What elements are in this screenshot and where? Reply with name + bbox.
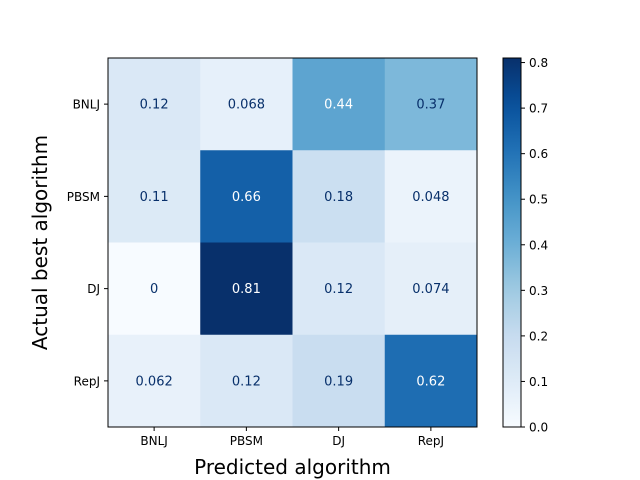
heatmap-cell-1-0 <box>108 150 201 243</box>
y-tick-label: DJ <box>87 282 100 296</box>
x-tick-label: PBSM <box>230 434 263 448</box>
colorbar-tick-label: 0.4 <box>529 238 548 252</box>
cell-value-label-0-3: 0.37 <box>416 98 445 113</box>
x-tick-label: BNLJ <box>140 434 167 448</box>
heatmap-cell-1-2 <box>292 150 386 243</box>
colorbar: 0.0 0.1 0.2 0.3 0.4 0.5 0.6 0.7 0.8 <box>502 56 548 435</box>
cell-value-label-3-3: 0.62 <box>416 374 445 389</box>
heatmap-cell-1-3 <box>384 150 478 243</box>
heatmap-cell-1-1 <box>200 150 293 243</box>
heatmap-cell-0-1 <box>200 58 293 151</box>
y-tick-label: PBSM <box>67 190 100 204</box>
heatmap-cell-2-3 <box>384 242 478 336</box>
cell-value-label-1-3: 0.048 <box>412 190 449 205</box>
cell-value-label-3-0: 0.062 <box>136 374 173 389</box>
heatmap-cell-0-3 <box>384 58 478 151</box>
cell-value-label-0-0: 0.12 <box>140 98 169 113</box>
cell-value-label-0-2: 0.44 <box>324 98 353 113</box>
colorbar-tick-label: 0.5 <box>529 193 548 207</box>
heatmap-cell-3-1 <box>200 334 293 428</box>
heatmap-cell-2-1 <box>200 242 293 336</box>
cell-value-label-2-0: 0 <box>150 282 158 297</box>
cell-value-label-1-0: 0.11 <box>140 190 169 205</box>
y-tick-label: BNLJ <box>73 98 100 112</box>
colorbar-gradient <box>502 57 522 428</box>
y-axis-ticks: BNLJ PBSM DJ RepJ <box>67 98 108 388</box>
cell-value-label-2-2: 0.12 <box>324 282 353 297</box>
heatmap-cell-3-0 <box>108 334 201 428</box>
colorbar-tick-label: 0.6 <box>529 147 548 161</box>
colorbar-tick-label: 0.3 <box>529 284 548 298</box>
heatmap-cells: 0.12 0.068 0.44 0.37 0.11 0.66 0.18 0.048 0 0.81 0… <box>108 58 478 428</box>
cell-value-label-2-1: 0.81 <box>232 282 261 297</box>
cell-value-label-3-2: 0.19 <box>324 374 353 389</box>
y-tick-label: RepJ <box>74 374 100 388</box>
heatmap-cell-2-2 <box>292 242 386 336</box>
colorbar-tick-label: 0.7 <box>529 102 548 116</box>
y-axis-label: Actual best algorithm <box>28 135 52 350</box>
colorbar-tick-label: 0.8 <box>529 56 548 70</box>
x-axis-ticks: BNLJ PBSM DJ RepJ <box>140 427 444 448</box>
colorbar-tick-label: 0.1 <box>529 375 548 389</box>
plot-frame <box>107 57 478 428</box>
colorbar-tick-label: 0.2 <box>529 329 548 343</box>
heatmap-cell-3-2 <box>292 334 386 428</box>
heatmap-cell-3-3 <box>384 334 478 428</box>
cell-value-label-2-3: 0.074 <box>412 282 449 297</box>
cell-value-label-1-2: 0.18 <box>324 190 353 205</box>
heatmap-cell-2-0 <box>108 242 201 336</box>
x-axis-label: Predicted algorithm <box>194 455 391 479</box>
cell-value-label-1-1: 0.66 <box>232 190 261 205</box>
heatmap-cell-0-0 <box>108 58 201 151</box>
cell-value-label-3-1: 0.12 <box>232 374 261 389</box>
x-tick-label: DJ <box>332 434 345 448</box>
cell-value-label-0-1: 0.068 <box>228 98 265 113</box>
colorbar-tick-label: 0.0 <box>529 421 548 435</box>
x-tick-label: RepJ <box>418 434 444 448</box>
heatmap-cell-0-2 <box>292 58 386 151</box>
